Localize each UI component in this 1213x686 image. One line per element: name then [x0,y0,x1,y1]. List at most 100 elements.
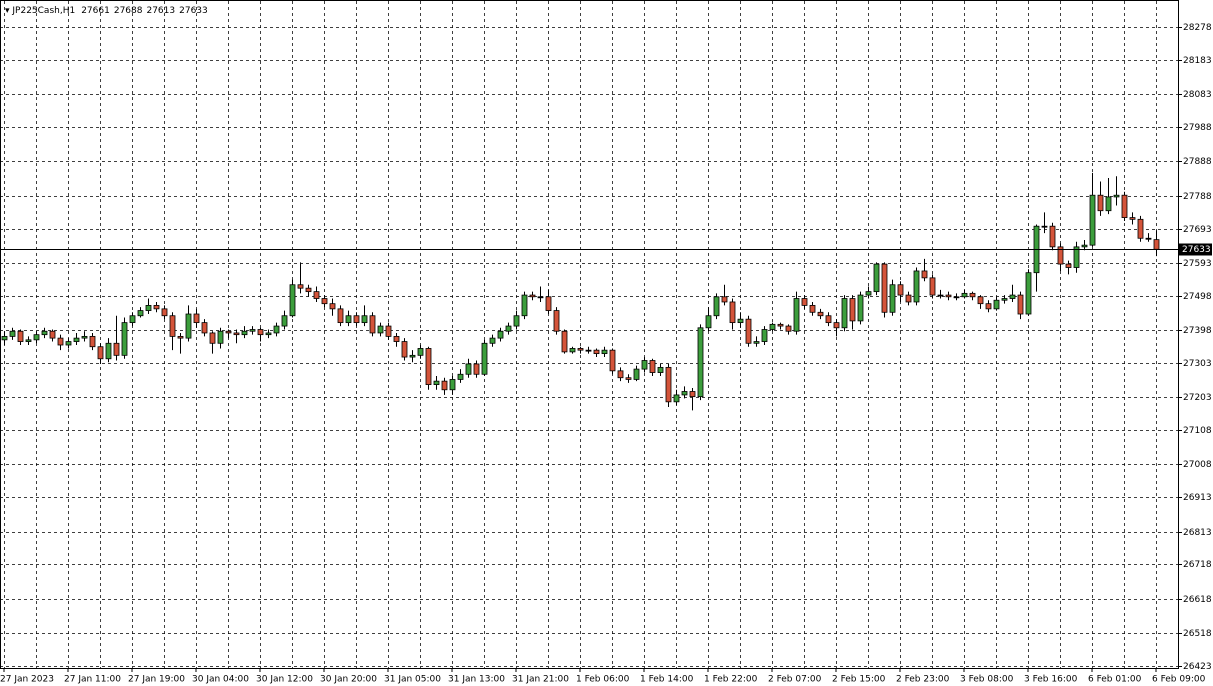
candle-body [649,360,656,373]
candle-body [225,330,232,334]
y-tick-label: 27988 [1183,123,1212,133]
x-tick-label: 2 Feb 15:00 [832,675,886,685]
y-tick-label: 26813 [1183,528,1212,538]
candle-body [985,303,992,310]
candle-body [1153,239,1160,250]
candle-body [97,346,104,360]
candle-body [761,329,768,342]
candle-body [497,330,504,339]
candle-body [369,315,376,334]
candle-body [57,337,64,346]
candle-body [409,354,416,358]
y-tick-label: 28183 [1183,56,1212,66]
candle-body [1089,194,1096,246]
x-tick-label: 2 Feb 23:00 [896,675,950,685]
candle-body [1065,263,1072,268]
candle-body [209,332,216,344]
candle-body [785,325,792,332]
candle-body [401,341,408,358]
candle-body [737,318,744,324]
candle-body [697,327,704,398]
candle-body [537,296,544,299]
candle-body [1073,246,1080,268]
header-high: 27688 [114,6,143,16]
price-label: 27633 [1182,245,1211,255]
header-close: 27633 [179,6,208,16]
candle-body [273,325,280,334]
candle-body [569,348,576,353]
candle-body [929,277,936,296]
candle-body [857,294,864,322]
menu-arrow: ▾ [5,6,12,16]
candle-body [81,335,88,339]
candle-body [945,294,952,298]
candle-body [1025,272,1032,315]
candle-body [1017,294,1024,315]
candle-body [321,298,328,305]
candle-body [1001,298,1008,301]
candle-body [1097,194,1104,212]
candle-body [457,373,464,380]
candle-body [433,380,440,386]
candle-body [169,315,176,337]
candle-body [865,291,872,296]
candle-body [337,308,344,324]
candle-body [961,292,968,298]
candle-body [721,296,728,303]
candle-body [129,315,136,324]
candle-body [577,348,584,351]
candle-body [513,315,520,327]
y-tick-label: 27008 [1183,460,1212,470]
candle-body [1041,225,1048,228]
candle-body [793,298,800,332]
candle-body [33,334,40,341]
candle-body [465,363,472,375]
candle-body [993,299,1000,310]
candle-body [1113,194,1120,198]
y-tick-label: 27498 [1183,292,1212,302]
candle-body [145,305,152,311]
x-tick-label: 27 Jan 11:00 [64,675,121,685]
candle-body [1129,217,1136,220]
candle-body [425,348,432,386]
plot-frame [0,0,1179,669]
x-tick-label: 3 Feb 08:00 [960,675,1014,685]
candle-body [889,284,896,313]
x-tick-label: 2 Feb 07:00 [768,675,822,685]
candle-body [937,294,944,297]
price-label-bg [1179,243,1212,256]
x-tick-label: 31 Jan 21:00 [512,675,569,685]
candle-body [505,325,512,332]
candle-body [745,318,752,344]
candle-body [881,263,888,313]
candle-body [617,370,624,379]
candle-body [193,313,200,324]
candle-body [289,284,296,317]
candle-body [1081,244,1088,248]
candle-body [161,308,168,317]
candle-body [281,315,288,327]
x-tick-label: 6 Feb 09:00 [1152,675,1206,685]
candle-body [809,305,816,313]
candle-body [841,298,848,329]
candle-body [1145,237,1152,240]
x-tick-label: 1 Feb 06:00 [576,675,630,685]
candle-body [609,349,616,372]
candle-body [385,325,392,337]
x-tick-label: 31 Jan 13:00 [448,675,505,685]
y-tick-label: 27303 [1183,359,1212,369]
candle-body [49,330,56,339]
candle-body [41,330,48,336]
y-tick-label: 26718 [1183,560,1212,570]
x-tick-label: 30 Jan 12:00 [256,675,313,685]
candle-body [1137,218,1144,239]
x-tick-label: 30 Jan 20:00 [320,675,377,685]
x-tick-label: 30 Jan 04:00 [192,675,249,685]
candle-body [585,349,592,352]
candle-body [177,335,184,339]
candle-body [1,335,8,341]
candle-body [817,311,824,317]
candle-body [873,263,880,293]
candle-body [769,323,776,330]
candle-body [241,330,248,336]
